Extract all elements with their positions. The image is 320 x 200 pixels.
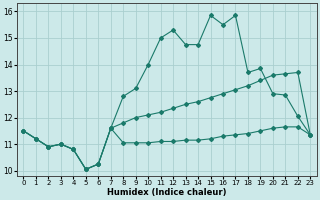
X-axis label: Humidex (Indice chaleur): Humidex (Indice chaleur) xyxy=(107,188,227,197)
